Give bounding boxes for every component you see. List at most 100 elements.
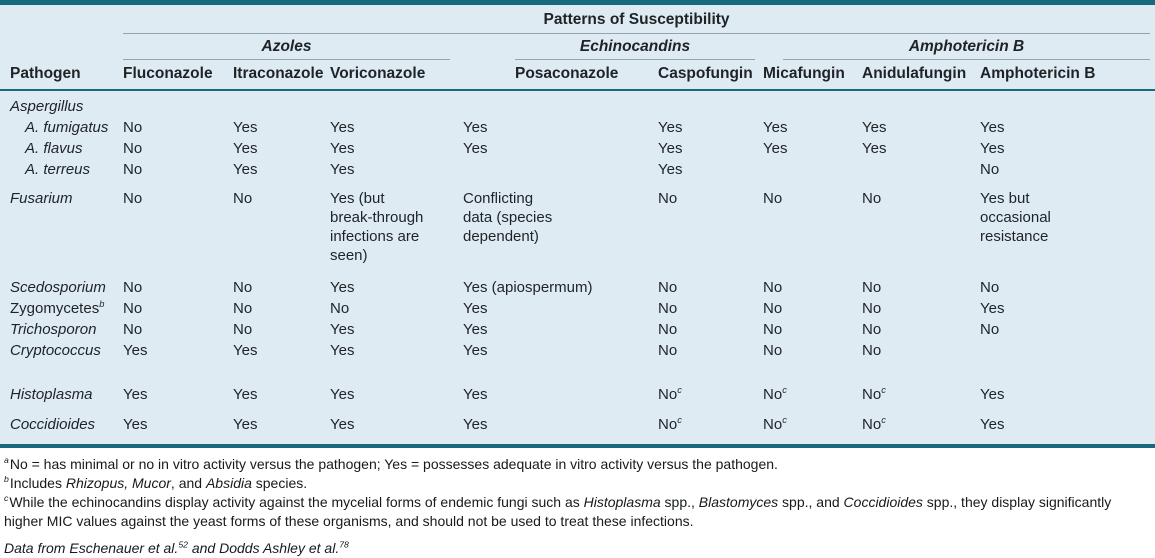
pathogen-cell: Trichosporon	[10, 321, 97, 338]
susceptibility-cell: No	[862, 190, 882, 207]
susceptibility-cell: Yes	[463, 119, 488, 136]
footnote-b: bIncludes Rhizopus, Mucor, and Absidia s…	[4, 474, 308, 491]
susceptibility-cell	[980, 90, 1155, 117]
susceptibility-cell: No	[763, 190, 783, 207]
column-header-row: Pathogen Fluconazole Itraconazole Voriconaz…	[0, 60, 1155, 91]
susceptibility-cell: Noc	[862, 415, 886, 433]
patterns-of-susceptibility-table: Patterns of Susceptibility Azoles Echinoc…	[0, 5, 1155, 444]
susceptibility-cell: No	[862, 279, 882, 296]
susceptibility-cell: No	[233, 190, 253, 207]
table-row: A. flavus No Yes Yes Yes Yes Yes Yes Yes	[0, 138, 1155, 159]
footnote-a: aNo = has minimal or no in vitro activit…	[4, 455, 778, 472]
susceptibility-cell	[980, 340, 1155, 361]
susceptibility-cell: Yes	[330, 119, 355, 136]
susceptibility-cell: Yes	[862, 119, 887, 136]
footnote-marker: b	[4, 474, 9, 485]
susceptibility-cell: Yes	[463, 300, 488, 317]
susceptibility-cell	[763, 90, 862, 117]
pathogen-cell: A. terreus	[25, 161, 91, 178]
pathogen-cell: Coccidioides	[10, 416, 96, 433]
susceptibility-cell: No	[763, 321, 783, 338]
susceptibility-cell: Yes	[763, 140, 788, 157]
susceptibility-cell: No	[330, 300, 350, 317]
pathogen-cell: Scedosporium	[10, 279, 106, 296]
susceptibility-cell: No	[658, 321, 678, 338]
susceptibility-cell: Yes	[330, 386, 355, 403]
column-header: Pathogen	[0, 60, 123, 91]
susceptibility-cell: Yes	[330, 416, 355, 433]
susceptibility-cell: Yes	[658, 140, 683, 157]
table-row: Aspergillus	[0, 90, 1155, 117]
susceptibility-cell: Yes	[233, 342, 258, 359]
susceptibility-cell	[862, 90, 980, 117]
table-row: Trichosporon No No Yes Yes No No No No	[0, 319, 1155, 340]
susceptibility-cell: Yes	[330, 140, 355, 157]
susceptibility-cell: Noc	[658, 385, 682, 403]
susceptibility-cell	[233, 90, 330, 117]
susceptibility-cell: Yes	[980, 119, 1005, 136]
susceptibility-cell: No	[862, 321, 882, 338]
susceptibility-cell: Conflicting data (species dependent)	[463, 190, 553, 245]
table-row: A. terreus No Yes Yes Yes No	[0, 159, 1155, 180]
susceptibility-cell: Yes	[980, 386, 1005, 403]
susceptibility-cell: No	[980, 279, 1000, 296]
susceptibility-cell: Yes but occasional resistance	[980, 190, 1051, 245]
drug-class-header: Amphotericin B	[763, 34, 1155, 60]
susceptibility-cell: Yes	[463, 342, 488, 359]
susceptibility-cell: Yes	[330, 161, 355, 178]
susceptibility-cell: No	[862, 342, 882, 359]
data-source-citation: Data from Eschenauer et al.52 and Dodds …	[4, 539, 349, 556]
susceptibility-cell	[862, 159, 980, 180]
susceptibility-cell	[330, 90, 463, 117]
susceptibility-cell: No	[233, 279, 253, 296]
susceptibility-cell: Noc	[658, 415, 682, 433]
susceptibility-cell: Yes	[463, 386, 488, 403]
susceptibility-cell: No	[123, 119, 143, 136]
susceptibility-cell: Yes	[123, 342, 148, 359]
title-row: Patterns of Susceptibility	[0, 5, 1155, 34]
susceptibility-cell: Yes	[233, 119, 258, 136]
susceptibility-cell: No	[233, 321, 253, 338]
drug-class-header: Echinocandins	[463, 34, 763, 60]
table-body: Aspergillus A. fumigatus No Yes Yes Yes Yes Yes…	[0, 90, 1155, 444]
title-spacer	[0, 5, 123, 34]
drug-class-label: Echinocandins	[515, 34, 755, 60]
table-row: Coccidioides Yes Yes Yes Yes Noc Noc Noc Yes	[0, 409, 1155, 444]
group-header-row: Azoles Echinocandins Amphotericin B	[0, 34, 1155, 60]
susceptibility-cell: Yes	[123, 386, 148, 403]
susceptibility-cell: Yes	[463, 140, 488, 157]
susceptibility-cell	[463, 159, 658, 180]
pathogen-cell: A. flavus	[25, 140, 83, 157]
susceptibility-cell: No	[658, 279, 678, 296]
susceptibility-cell: No	[980, 161, 1000, 178]
susceptibility-cell: No	[763, 342, 783, 359]
susceptibility-cell: No	[233, 300, 253, 317]
table-row: Cryptococcus Yes Yes Yes Yes No No No	[0, 340, 1155, 361]
column-header: Itraconazole	[233, 60, 330, 91]
susceptibility-cell: Yes	[330, 342, 355, 359]
susceptibility-cell: No	[658, 342, 678, 359]
susceptibility-cell: Yes	[123, 416, 148, 433]
susceptibility-cell	[463, 90, 658, 117]
susceptibility-cell	[123, 90, 233, 117]
susceptibility-cell: No	[862, 300, 882, 317]
pathogen-cell: Aspergillus	[10, 98, 84, 115]
susceptibility-cell: Noc	[763, 385, 787, 403]
group-spacer	[0, 34, 123, 60]
column-header: Fluconazole	[123, 60, 233, 91]
column-header: Caspofungin	[658, 60, 763, 91]
table-row: Fusarium No No Yes (but break-through infecti…	[0, 180, 1155, 266]
drug-class-label: Amphotericin B	[783, 34, 1151, 60]
column-header: Voriconazole	[330, 60, 463, 91]
susceptibility-cell: Yes	[330, 321, 355, 338]
drug-class-header: Azoles	[123, 34, 463, 60]
susceptibility-cell: No	[123, 300, 143, 317]
susceptibility-cell: Yes	[658, 161, 683, 178]
drug-class-label: Azoles	[123, 34, 450, 60]
susceptibility-cell	[658, 90, 763, 117]
susceptibility-cell: Noc	[862, 385, 886, 403]
susceptibility-cell: Yes	[330, 279, 355, 296]
pathogen-cell: Cryptococcus	[10, 342, 101, 359]
susceptibility-cell: Yes	[980, 140, 1005, 157]
